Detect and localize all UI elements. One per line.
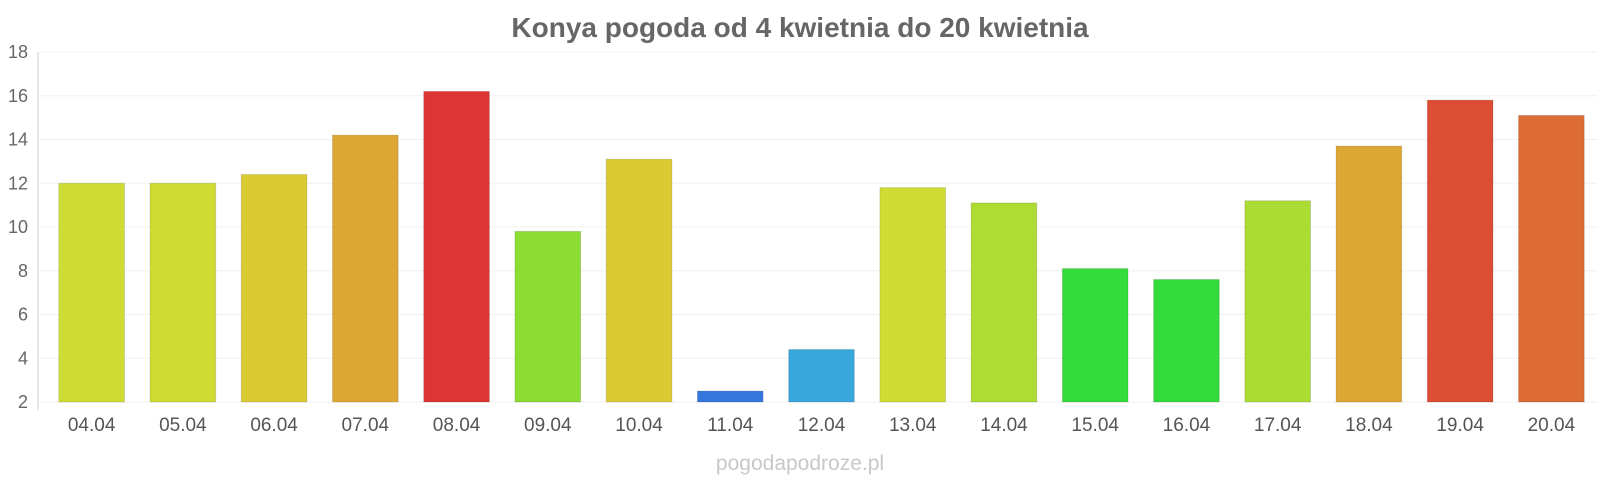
bar — [879, 187, 947, 403]
y-tick-label: 4 — [18, 348, 28, 368]
x-tick-label: 14.04 — [980, 415, 1028, 436]
x-tick-label: 19.04 — [1436, 415, 1484, 436]
y-tick-label: 18 — [8, 42, 28, 62]
y-axis-ticks: 2 4 6 8 10 12 14 16 18 — [8, 42, 28, 412]
y-tick-label: 12 — [8, 173, 28, 193]
bar — [1426, 99, 1494, 403]
bar — [1153, 279, 1220, 403]
bar — [58, 182, 125, 403]
x-tick-label: 13.04 — [889, 415, 937, 436]
y-tick-label: 2 — [18, 392, 28, 412]
bar — [970, 202, 1038, 403]
x-tick-label: 15.04 — [1071, 415, 1119, 436]
x-tick-label: 07.04 — [342, 415, 390, 436]
x-tick-label: 10.04 — [615, 415, 663, 436]
bar — [514, 230, 582, 403]
x-tick-label: 12.04 — [798, 415, 846, 436]
x-tick-label: 16.04 — [1163, 415, 1211, 436]
bar — [149, 182, 217, 403]
bar — [1244, 200, 1312, 403]
x-tick-label: 05.04 — [159, 415, 207, 436]
x-tick-label: 11.04 — [707, 415, 754, 436]
x-tick-label: 08.04 — [433, 415, 481, 436]
y-tick-label: 10 — [8, 217, 28, 237]
chart-title: Konya pogoda od 4 kwietnia do 20 kwietni… — [511, 12, 1089, 43]
x-tick-label: 04.04 — [68, 415, 116, 436]
x-tick-label: 09.04 — [524, 415, 572, 436]
y-tick-label: 6 — [18, 305, 28, 325]
y-tick-label: 16 — [8, 86, 28, 106]
bar — [331, 134, 399, 403]
bar — [1061, 268, 1129, 403]
y-tick-label: 14 — [8, 130, 28, 150]
bar — [423, 90, 490, 403]
bar — [788, 349, 855, 403]
x-tick-label: 17.04 — [1254, 415, 1302, 436]
bar — [240, 174, 308, 403]
bar — [605, 158, 673, 403]
y-tick-label: 8 — [18, 261, 28, 281]
x-tick-label: 06.04 — [250, 415, 298, 436]
watermark: pogodapodroze.pl — [716, 452, 884, 475]
x-tick-label: 18.04 — [1345, 415, 1393, 436]
x-tick-label: 20.04 — [1528, 415, 1576, 436]
bar — [1518, 114, 1585, 403]
bars — [58, 90, 1585, 403]
bar — [696, 390, 764, 403]
bar — [1335, 145, 1403, 403]
x-axis-ticks: 04.04 05.04 06.04 07.04 08.04 09.04 10.04 11.04… — [68, 415, 1576, 436]
